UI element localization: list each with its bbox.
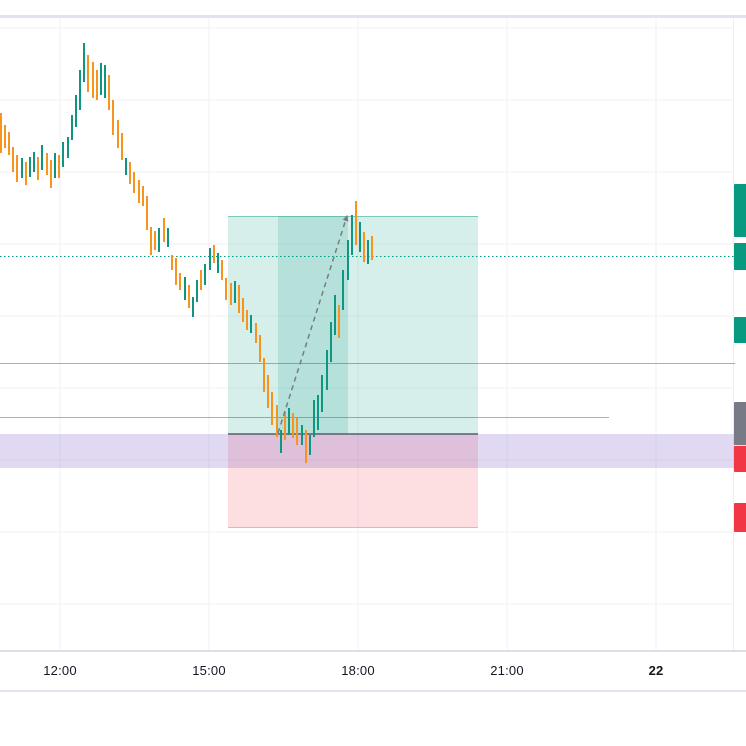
trend-arrow[interactable] — [277, 215, 349, 434]
drawings-layer — [0, 216, 746, 528]
time-axis-label: 15:00 — [192, 663, 226, 678]
pane-divider-top[interactable] — [0, 15, 746, 18]
time-axis-label: 21:00 — [490, 663, 524, 678]
price-scale[interactable] — [733, 0, 746, 746]
price-label-badge-teal[interactable] — [734, 317, 746, 343]
price-label-badge-teal[interactable] — [734, 184, 746, 237]
arrow-layer — [277, 215, 349, 434]
time-axis-label: 22 — [648, 663, 664, 678]
time-axis[interactable]: 12:00 15:00 18:00 21:00 22 — [0, 653, 746, 689]
long-position-loss-zone[interactable] — [228, 434, 478, 528]
price-label-badge-teal[interactable] — [734, 243, 746, 270]
time-axis-line — [0, 650, 746, 652]
time-axis-label: 12:00 — [43, 663, 77, 678]
pane-divider-bottom[interactable] — [0, 690, 746, 692]
price-label-badge-red[interactable] — [734, 503, 746, 532]
price-label-badge-gray[interactable] — [734, 402, 746, 445]
gridlines-layer — [0, 17, 734, 650]
alert-price-band[interactable] — [0, 434, 746, 468]
price-label-badge-red[interactable] — [734, 446, 746, 472]
bars-layer — [0, 43, 373, 463]
time-axis-label: 18:00 — [341, 663, 375, 678]
